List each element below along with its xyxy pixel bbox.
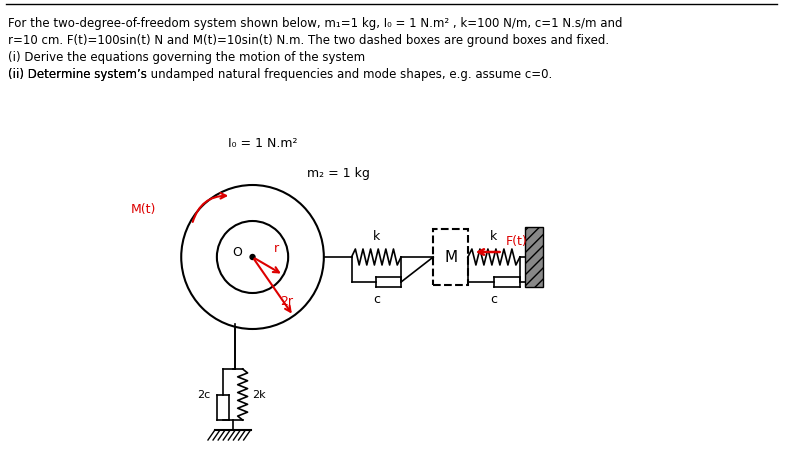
- Text: k: k: [490, 230, 498, 243]
- Text: r=10 cm. F(t)=100sin(t) N and M(t)=10sin(t) N.m. The two dashed boxes are ground: r=10 cm. F(t)=100sin(t) N and M(t)=10sin…: [8, 34, 609, 47]
- Text: k: k: [373, 230, 380, 243]
- Text: 2r: 2r: [280, 295, 293, 308]
- Text: O: O: [233, 247, 243, 260]
- Text: r: r: [274, 242, 279, 255]
- Text: m₂ = 1 kg: m₂ = 1 kg: [307, 167, 370, 180]
- Text: (ii) Determine system’s: (ii) Determine system’s: [8, 68, 150, 81]
- Text: M: M: [444, 249, 457, 265]
- Text: F(t): F(t): [505, 235, 528, 248]
- Text: M(t): M(t): [131, 203, 157, 216]
- Text: 2c: 2c: [197, 389, 210, 400]
- Text: c: c: [373, 293, 380, 306]
- Circle shape: [250, 255, 255, 260]
- Text: 2k: 2k: [252, 389, 266, 400]
- Text: For the two-degree-of-freedom system shown below, m₁=1 kg, I₀ = 1 N.m² , k=100 N: For the two-degree-of-freedom system sho…: [8, 17, 623, 30]
- Text: I₀ = 1 N.m²: I₀ = 1 N.m²: [228, 137, 297, 150]
- Bar: [433, 230, 468, 285]
- Bar: [525, 227, 543, 287]
- Text: c: c: [490, 293, 498, 306]
- Text: (i) Derive the equations governing the motion of the system: (i) Derive the equations governing the m…: [8, 51, 365, 64]
- Text: (ii) Determine system’s undamped natural frequencies and mode shapes, e.g. assum: (ii) Determine system’s undamped natural…: [8, 68, 552, 81]
